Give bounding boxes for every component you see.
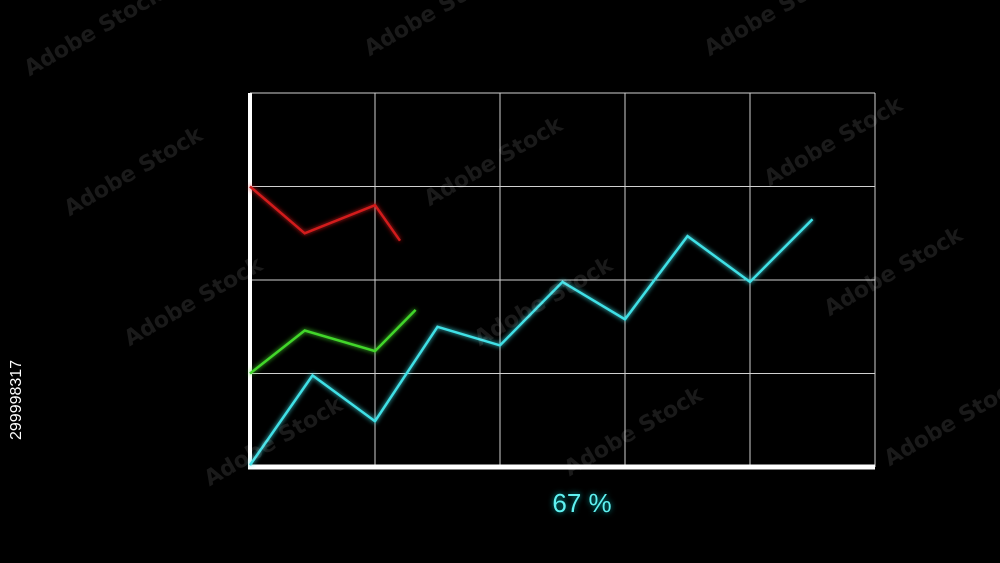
stock-id-label: 299998317 [8,359,25,440]
series-lines [248,185,814,466]
series-line-green [249,309,417,375]
axes [248,93,875,470]
series-line-red [249,185,402,242]
series-line-cyan [248,218,814,466]
progress-percent-label: 67 % [552,488,612,518]
grid-lines [249,92,876,468]
